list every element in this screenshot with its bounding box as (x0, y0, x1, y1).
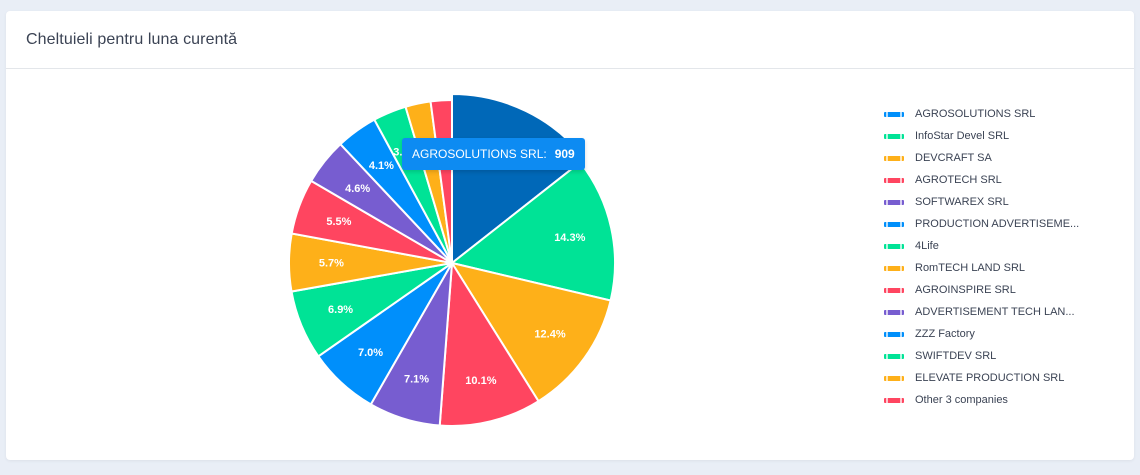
legend-marker (884, 397, 904, 403)
legend-label: ADVERTISEMENT TECH LAN... (915, 306, 1075, 318)
legend-marker (884, 243, 904, 249)
legend-label: AGROTECH SRL (915, 174, 1002, 186)
legend-marker (884, 265, 904, 271)
card-header: Cheltuieli pentru luna curentă (6, 11, 1134, 69)
legend-item-14[interactable]: Other 3 companies (884, 389, 1079, 411)
legend-item-1[interactable]: AGROSOLUTIONS SRL (884, 103, 1079, 125)
legend-marker (884, 221, 904, 227)
legend-label: ELEVATE PRODUCTION SRL (915, 372, 1065, 384)
legend-marker (884, 287, 904, 293)
legend-label: RomTECH LAND SRL (915, 262, 1026, 274)
chart-tooltip: AGROSOLUTIONS SRL: 909 (402, 138, 585, 170)
legend-marker (884, 177, 904, 183)
legend-item-5[interactable]: SOFTWAREX SRL (884, 191, 1079, 213)
legend-label: DEVCRAFT SA (915, 152, 992, 164)
slice-label-8: 5.7% (319, 258, 344, 270)
legend-label: SOFTWAREX SRL (915, 196, 1009, 208)
slice-label-6: 7.0% (358, 347, 383, 359)
pie-slice-4[interactable] (438, 259, 540, 427)
legend-item-7[interactable]: 4Life (884, 235, 1079, 257)
tooltip-value: 909 (554, 147, 575, 161)
slice-label-3: 12.4% (534, 328, 565, 340)
legend-label: SWIFTDEV SRL (915, 350, 997, 362)
slice-label-11: 4.1% (369, 160, 394, 172)
legend-item-10[interactable]: ADVERTISEMENT TECH LAN... (884, 301, 1079, 323)
legend-marker (884, 133, 904, 139)
legend-marker (884, 375, 904, 381)
pie-slice-2[interactable] (449, 160, 616, 302)
card-title: Cheltuieli pentru luna curentă (26, 30, 238, 48)
legend-marker (884, 155, 904, 161)
slice-label-7: 6.9% (328, 304, 353, 316)
legend-marker (884, 331, 904, 337)
legend-label: AGROINSPIRE SRL (915, 284, 1016, 296)
legend-item-13[interactable]: ELEVATE PRODUCTION SRL (884, 367, 1079, 389)
legend-item-3[interactable]: DEVCRAFT SA (884, 147, 1079, 169)
legend-label: Other 3 companies (915, 394, 1008, 406)
legend-marker (884, 309, 904, 315)
slice-label-9: 5.5% (326, 216, 351, 228)
legend-item-6[interactable]: PRODUCTION ADVERTISEME... (884, 213, 1079, 235)
legend-marker (884, 353, 904, 359)
legend-label: PRODUCTION ADVERTISEME... (915, 218, 1080, 230)
legend-label: 4Life (915, 240, 939, 252)
tooltip-label: AGROSOLUTIONS SRL: (412, 147, 547, 161)
legend-item-4[interactable]: AGROTECH SRL (884, 169, 1079, 191)
legend-label: ZZZ Factory (915, 328, 975, 340)
pie-slice-3[interactable] (449, 261, 612, 403)
slice-label-5: 7.1% (404, 373, 429, 385)
legend-item-2[interactable]: InfoStar Devel SRL (884, 125, 1079, 147)
legend-item-9[interactable]: AGROINSPIRE SRL (884, 279, 1079, 301)
legend-item-8[interactable]: RomTECH LAND SRL (884, 257, 1079, 279)
slice-label-2: 14.3% (554, 232, 585, 244)
legend-item-12[interactable]: SWIFTDEV SRL (884, 345, 1079, 367)
legend-label: InfoStar Devel SRL (915, 130, 1010, 142)
legend-label: AGROSOLUTIONS SRL (915, 108, 1036, 120)
chart-legend: AGROSOLUTIONS SRL InfoStar Devel SRL DEVCR… (884, 103, 1079, 411)
slice-label-10: 4.6% (345, 183, 370, 195)
legend-marker (884, 199, 904, 205)
slice-label-4: 10.1% (465, 375, 496, 387)
legend-marker (884, 111, 904, 117)
legend-item-11[interactable]: ZZZ Factory (884, 323, 1079, 345)
